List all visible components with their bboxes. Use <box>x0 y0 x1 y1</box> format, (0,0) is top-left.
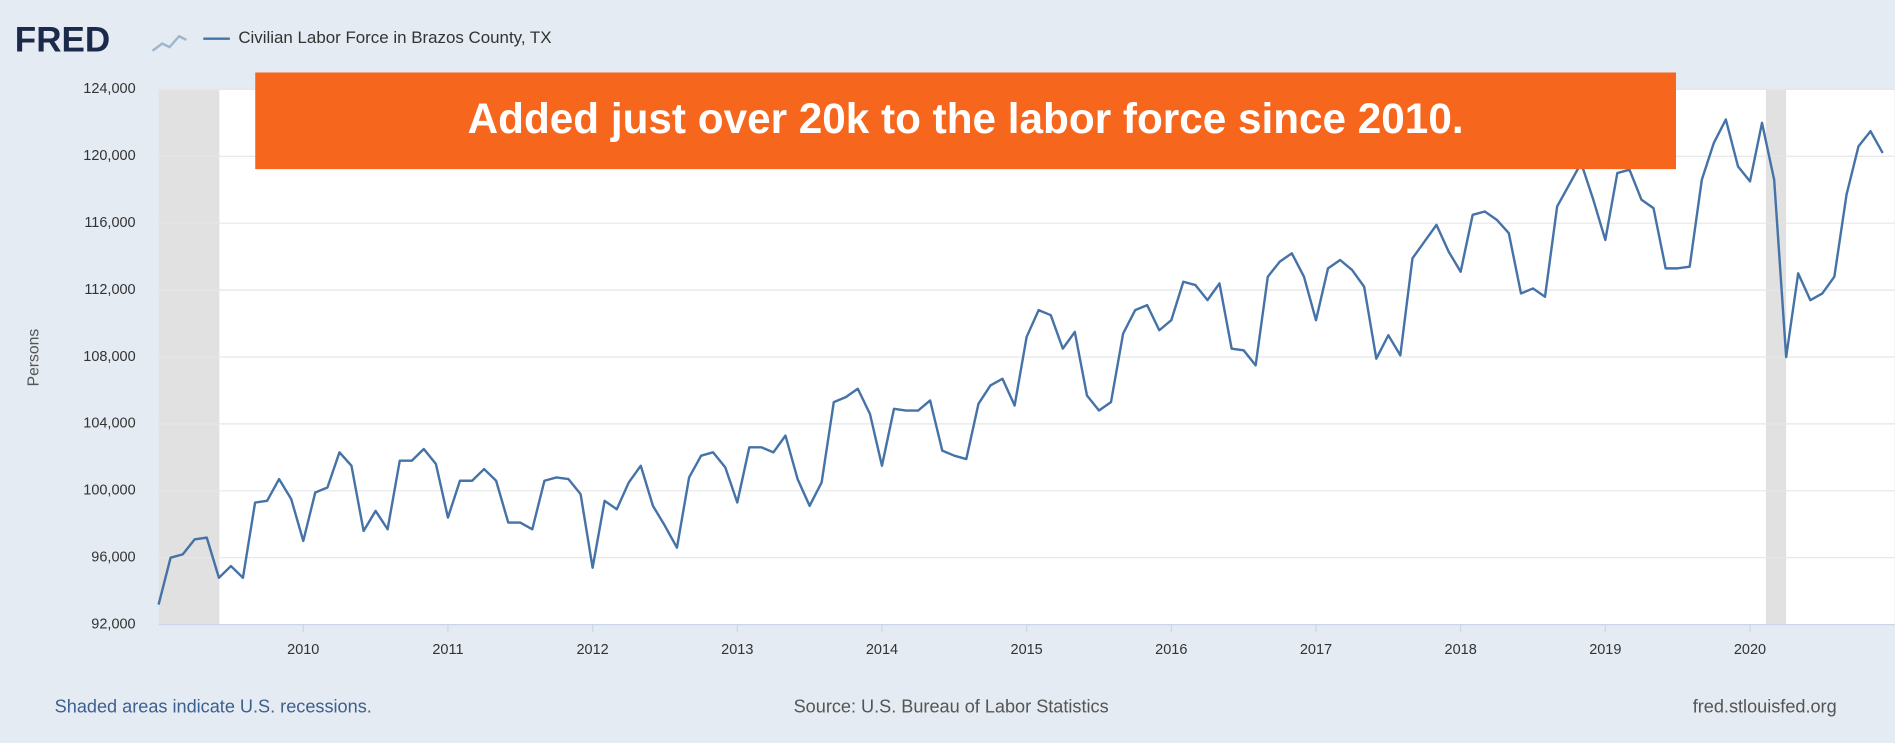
x-tick-label: 2020 <box>1734 642 1766 658</box>
y-tick-label: 100,000 <box>83 483 135 499</box>
y-tick-label: 108,000 <box>83 349 135 365</box>
x-tick-label: 2012 <box>576 642 608 658</box>
x-tick-label: 2014 <box>866 642 898 658</box>
data-line <box>157 118 1884 605</box>
plot-layer <box>157 88 1895 632</box>
footer-url: fred.stlouisfed.org <box>1693 697 1837 717</box>
x-tick-label: 2011 <box>432 642 463 658</box>
x-tick-label: 2016 <box>1155 642 1187 658</box>
legend-label: Civilian Labor Force in Brazos County, T… <box>238 28 551 47</box>
annotation: Added just over 20k to the labor force s… <box>468 95 1464 142</box>
source: Source: U.S. Bureau of Labor Statistics <box>794 697 1109 717</box>
x-tick-label: 2010 <box>287 642 319 658</box>
y-tick-label: 112,000 <box>84 282 135 298</box>
annotation-box <box>255 72 1677 170</box>
x-tick-label: 2015 <box>1011 642 1043 658</box>
y-axis-label: Persons <box>25 329 42 387</box>
y-tick-label: 96,000 <box>91 550 135 566</box>
y-tick-label: 116,000 <box>84 215 135 231</box>
logo: FRED <box>15 21 110 60</box>
x-tick-label: 2019 <box>1589 642 1621 658</box>
x-tick-label: 2017 <box>1300 642 1332 658</box>
y-tick-label: 92,000 <box>91 616 135 632</box>
x-tick-label: 2018 <box>1445 642 1477 658</box>
y-tick-label: 124,000 <box>83 81 135 97</box>
footer-note: Shaded areas indicate U.S. recessions. <box>55 697 372 717</box>
y-tick-label: 104,000 <box>83 416 135 432</box>
x-tick-label: 2013 <box>721 642 753 658</box>
y-tick-label: 120,000 <box>83 148 135 164</box>
logo-icon <box>151 34 187 52</box>
